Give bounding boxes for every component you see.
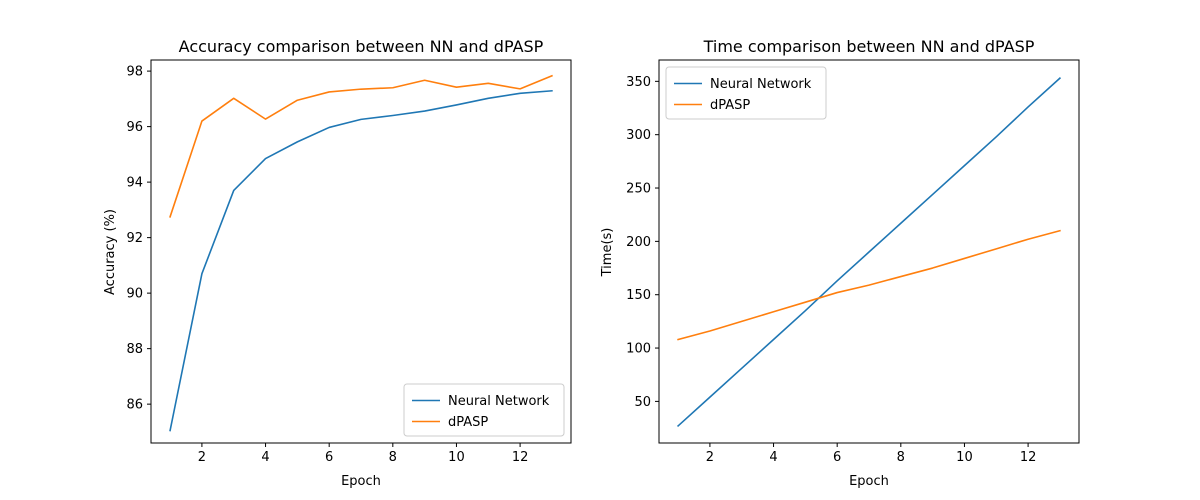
y-tick-label: 94 [126, 176, 143, 191]
x-tick-label: 4 [261, 450, 269, 465]
y-tick-label: 86 [126, 398, 143, 413]
y-tick-label: 250 [626, 182, 651, 197]
y-axis-label: Accuracy (%) [103, 209, 118, 295]
x-tick-label: 10 [956, 450, 973, 465]
y-tick-label: 100 [626, 342, 651, 357]
x-axis-label: Epoch [341, 474, 381, 489]
x-tick-label: 6 [325, 450, 333, 465]
y-tick-label: 300 [626, 128, 651, 143]
y-tick-label: 88 [126, 342, 143, 357]
legend-label: Neural Network [710, 77, 812, 92]
x-axis-label: Epoch [849, 474, 889, 489]
x-tick-label: 8 [389, 450, 397, 465]
y-tick-label: 98 [126, 65, 143, 80]
legend: Neural Network dPASP [665, 66, 827, 120]
legend-label: dPASP [448, 415, 488, 430]
legend-box [403, 383, 565, 437]
plot-marks [169, 74, 553, 432]
legend: Neural Network dPASP [403, 383, 565, 437]
plot-frame [658, 59, 1080, 444]
plot-frame [150, 59, 572, 444]
y-tick-label: 96 [126, 120, 143, 135]
x-tick-label: 2 [706, 450, 714, 465]
y-tick-label: 50 [634, 395, 651, 410]
series-line-dpasp [677, 229, 1061, 341]
y-tick-label: 92 [126, 231, 143, 246]
y-tick-label: 150 [626, 288, 651, 303]
x-tick-label: 4 [769, 450, 777, 465]
x-tick-label: 10 [448, 450, 465, 465]
x-tick-label: 12 [512, 450, 529, 465]
legend-label: dPASP [710, 98, 750, 113]
x-tick-label: 8 [897, 450, 905, 465]
chart-title: Time comparison between NN and dPASP [703, 37, 1035, 56]
y-tick-label: 350 [626, 75, 651, 90]
series-line-dpasp [169, 74, 553, 218]
x-tick-label: 6 [833, 450, 841, 465]
x-tick-label: 2 [198, 450, 206, 465]
accuracy-chart: Accuracy comparison between NN and dPASP… [103, 37, 572, 489]
chart-title: Accuracy comparison between NN and dPASP [179, 37, 544, 56]
legend-label: Neural Network [448, 394, 550, 409]
y-tick-label: 200 [626, 235, 651, 250]
axis-ticks: 2 4 6 8 10 12 86 88 90 92 94 96 98 [126, 65, 528, 465]
series-line-neural-network [169, 89, 553, 432]
time-chart: Time comparison between NN and dPASP Epo… [600, 37, 1080, 489]
y-axis-label: Time(s) [600, 228, 615, 278]
legend-box [665, 66, 827, 120]
axis-ticks: 2 4 6 8 10 12 50 100 150 200 250 300 350 [626, 75, 1036, 465]
x-tick-label: 12 [1020, 450, 1037, 465]
y-tick-label: 90 [126, 287, 143, 302]
plot-marks [676, 77, 1062, 428]
series-line-neural-network [676, 77, 1062, 428]
